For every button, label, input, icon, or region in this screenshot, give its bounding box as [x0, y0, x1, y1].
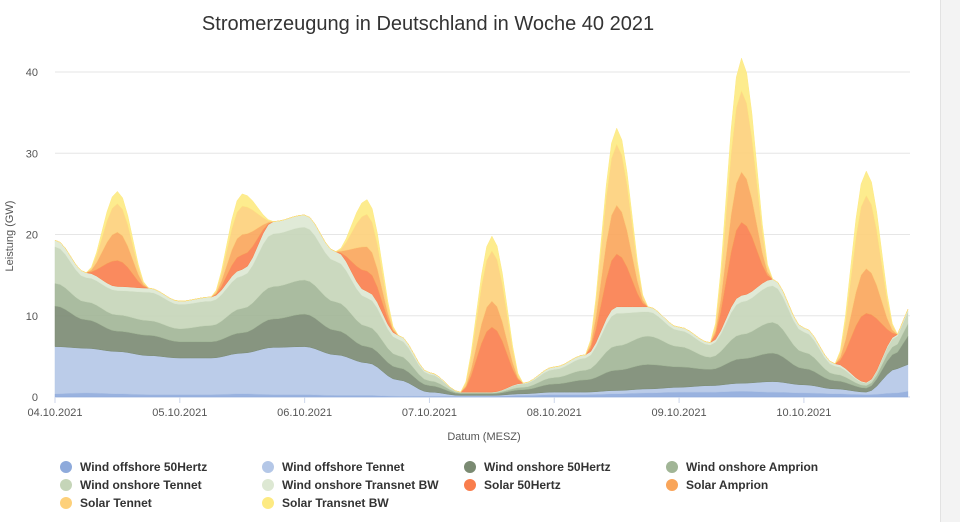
y-tick-label: 40 — [26, 67, 38, 79]
legend-label: Wind onshore 50Hertz — [484, 460, 611, 474]
legend-color-marker — [60, 461, 72, 473]
legend-item[interactable]: Solar Tennet — [60, 496, 152, 510]
x-tick-label: 10.10.2021 — [776, 407, 831, 419]
x-tick-label: 05.10.2021 — [152, 407, 207, 419]
x-tick-label: 06.10.2021 — [277, 407, 332, 419]
x-tick-label: 08.10.2021 — [527, 407, 582, 419]
legend-label: Wind offshore 50Hertz — [80, 460, 208, 474]
legend-label: Wind offshore Tennet — [282, 460, 405, 474]
legend-color-marker — [262, 461, 274, 473]
legend-label: Wind onshore Transnet BW — [282, 478, 439, 492]
y-tick-label: 10 — [26, 311, 38, 323]
chart-title: Stromerzeugung in Deutschland in Woche 4… — [202, 13, 654, 35]
legend-color-marker — [666, 479, 678, 491]
legend-label: Wind onshore Amprion — [686, 460, 819, 474]
x-axis-ticks: 04.10.2021 05.10.2021 06.10.2021 07.10.2021… — [27, 397, 831, 419]
legend-color-marker — [666, 461, 678, 473]
legend-item[interactable]: Wind offshore 50Hertz — [60, 460, 207, 474]
legend-item[interactable]: Wind offshore Tennet — [262, 460, 404, 474]
x-tick-label: 09.10.2021 — [652, 407, 707, 419]
y-axis-ticks: 0 10 20 30 40 — [26, 67, 38, 404]
y-tick-label: 30 — [26, 148, 38, 160]
legend-item[interactable]: Solar Amprion — [666, 478, 768, 492]
legend-item[interactable]: Solar 50Hertz — [464, 478, 561, 492]
legend-label: Wind onshore Tennet — [80, 478, 202, 492]
plot-areas — [54, 57, 909, 398]
legend-label: Solar 50Hertz — [484, 478, 561, 492]
legend-label: Solar Transnet BW — [282, 496, 389, 510]
x-tick-label: 07.10.2021 — [402, 407, 457, 419]
x-axis-title: Datum (MESZ) — [447, 431, 520, 443]
legend-item[interactable]: Wind onshore Tennet — [60, 478, 202, 492]
legend-color-marker — [60, 497, 72, 509]
legend-color-marker — [464, 479, 476, 491]
y-tick-label: 0 — [32, 392, 38, 404]
scrollbar[interactable] — [940, 0, 960, 522]
legend-label: Solar Tennet — [80, 496, 152, 510]
x-tick-label: 04.10.2021 — [27, 407, 82, 419]
legend-item[interactable]: Wind onshore 50Hertz — [464, 460, 611, 474]
legend-color-marker — [464, 461, 476, 473]
chart: Stromerzeugung in Deutschland in Woche 4… — [4, 13, 910, 443]
legend-item[interactable]: Wind onshore Amprion — [666, 460, 818, 474]
legend-label: Solar Amprion — [686, 478, 769, 492]
legend-color-marker — [262, 497, 274, 509]
series-area[interactable] — [54, 57, 909, 393]
legend-color-marker — [60, 479, 72, 491]
y-axis-title: Leistung (GW) — [4, 201, 16, 272]
legend-item[interactable]: Wind onshore Transnet BW — [262, 478, 439, 492]
y-tick-label: 20 — [26, 230, 38, 242]
legend-item[interactable]: Solar Transnet BW — [262, 496, 389, 510]
legend-color-marker — [262, 479, 274, 491]
